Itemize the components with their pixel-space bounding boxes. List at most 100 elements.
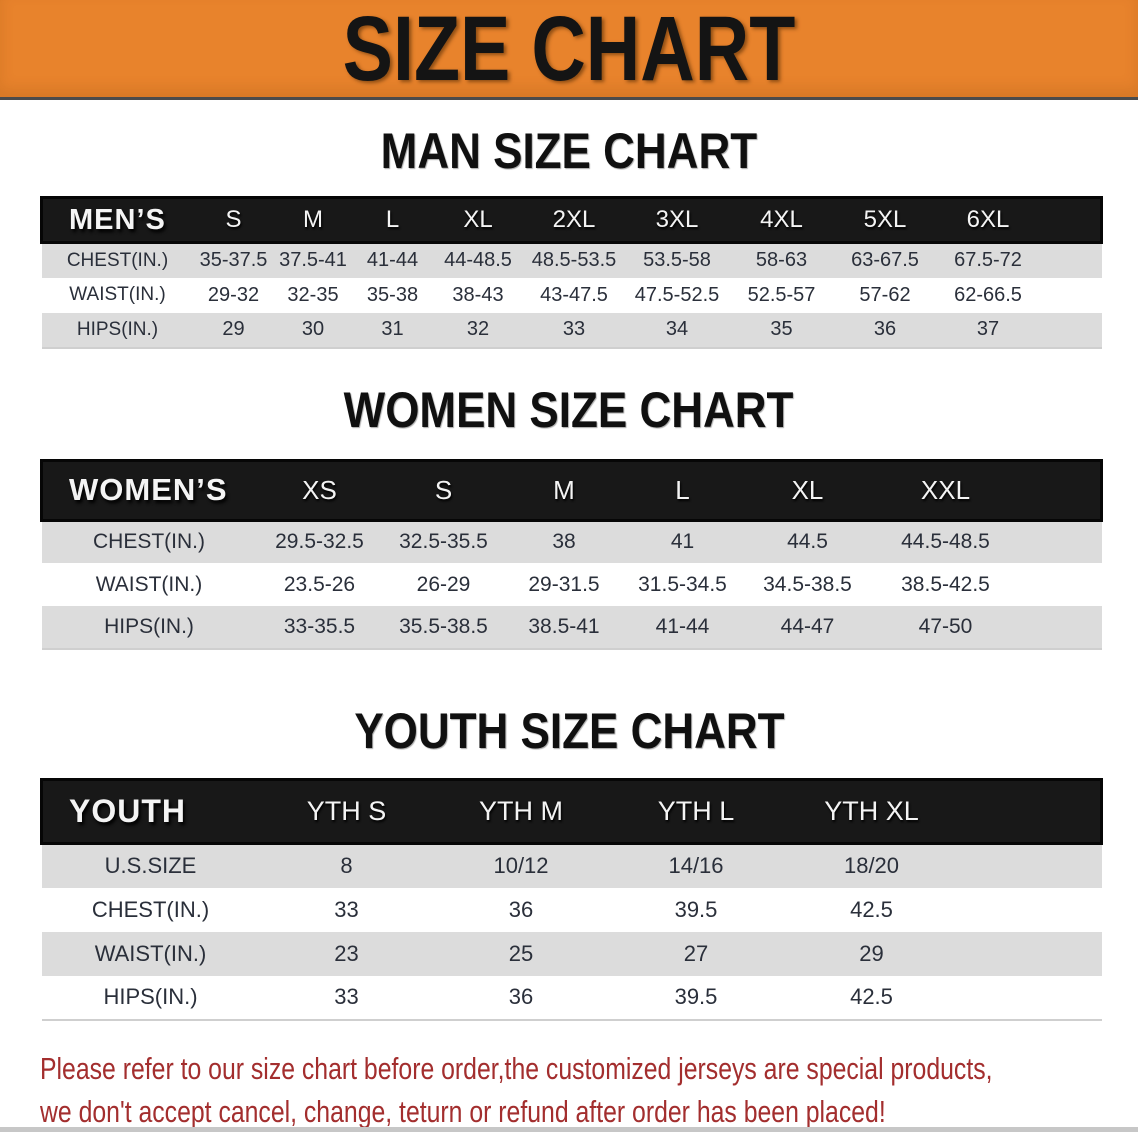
size-column-header: 3XL	[624, 196, 730, 244]
size-value-cell: 30	[301, 318, 325, 340]
table-row: HIPS(IN.) 29 30 31 32 33 34 35 36 37	[41, 312, 1102, 348]
size-value-cell: 48.5-53.5	[531, 249, 617, 272]
disclaimer-line-1: Please refer to our size chart before or…	[40, 1050, 993, 1086]
size-value-cell: 36	[508, 984, 534, 1009]
size-value-cell: 39.5	[674, 896, 718, 922]
youth-corner-label: YOUTH	[40, 778, 260, 845]
youth-header-row: YOUTH YTH S YTH M YTH L YTH XL	[40, 778, 1103, 845]
women-table: WOMEN’S XS S M L XL XXL CHEST(IN.) 29.5-32.5 32.5…	[40, 458, 1103, 650]
size-column-header: YTH M	[433, 778, 609, 845]
filler-cell	[1040, 243, 1102, 278]
size-value-cell: 44-48.5	[444, 249, 512, 272]
size-value-cell: 8	[340, 853, 353, 879]
women-corner-label: WOMEN’S	[40, 458, 257, 522]
size-column-header: L	[623, 458, 742, 522]
table-row: HIPS(IN.) 33 36 39.5 42.5	[41, 975, 1102, 1020]
size-value-cell: 29	[859, 940, 884, 966]
size-column-header: YTH L	[608, 778, 784, 845]
row-label: HIPS(IN.)	[76, 318, 159, 340]
size-value-cell: 53.5-58	[643, 249, 711, 272]
size-column-header: M	[273, 196, 353, 244]
size-column-header: 4XL	[729, 196, 834, 244]
men-corner-label: MEN’S	[40, 196, 194, 244]
filler-cell	[1017, 458, 1103, 522]
size-value-cell: 34	[665, 318, 689, 340]
size-value-cell: 41-44	[655, 615, 710, 638]
disclaimer-line-2: we don't accept cancel, change, teturn o…	[40, 1093, 886, 1129]
bottom-edge-strip	[0, 1127, 1138, 1132]
size-value-cell: 33	[334, 984, 359, 1009]
size-value-cell: 26-29	[416, 572, 471, 596]
table-row: WAIST(IN.) 29-32 32-35 35-38 38-43 43-47.5 47.…	[41, 277, 1102, 313]
size-value-cell: 36	[508, 896, 534, 922]
table-row: CHEST(IN.) 35-37.5 37.5-41 41-44 44-48.5 48.5…	[41, 242, 1102, 278]
row-label: WAIST(IN.)	[94, 940, 207, 966]
row-label: CHEST(IN.)	[66, 249, 169, 271]
size-value-cell: 29	[222, 318, 245, 340]
size-value-cell: 29.5-32.5	[275, 530, 364, 554]
size-value-cell: 10/12	[493, 853, 549, 879]
size-value-cell: 38-43	[452, 283, 504, 306]
banner-title: SIZE CHART	[342, 0, 796, 100]
size-value-cell: 29-31.5	[528, 572, 600, 596]
table-row: CHEST(IN.) 33 36 39.5 42.5	[41, 887, 1102, 932]
size-value-cell: 35-38	[366, 283, 419, 306]
size-column-header: L	[352, 196, 433, 244]
row-label: CHEST(IN.)	[93, 530, 205, 554]
size-value-cell: 47.5-52.5	[634, 283, 720, 306]
filler-cell	[960, 976, 1102, 1020]
size-value-cell: 58-63	[755, 249, 808, 272]
size-value-cell: 67.5-72	[954, 249, 1022, 272]
row-label: WAIST(IN.)	[69, 284, 166, 305]
size-value-cell: 31	[381, 318, 404, 340]
size-value-cell: 44.5-48.5	[901, 530, 990, 554]
youth-size-table: YOUTH YTH S YTH M YTH L YTH XL U.S.SIZE 8 10/12…	[0, 778, 1138, 1021]
women-section-heading: WOMEN SIZE CHART	[0, 385, 1138, 435]
size-value-cell: 18/20	[843, 853, 900, 879]
man-section-heading: MAN SIZE CHART	[0, 126, 1138, 176]
men-header-row: MEN’S S M L XL 2XL 3XL 4XL 5XL 6XL	[40, 196, 1103, 244]
filler-cell	[1018, 606, 1102, 649]
size-value-cell: 35-37.5	[199, 249, 268, 272]
filler-cell	[1040, 313, 1102, 348]
size-value-cell: 38.5-41	[528, 615, 600, 638]
filler-cell	[960, 932, 1102, 976]
filler-cell	[1018, 563, 1102, 606]
size-value-cell: 31.5-34.5	[638, 572, 727, 596]
size-value-cell: 33	[334, 896, 359, 922]
youth-section-heading: YOUTH SIZE CHART	[0, 706, 1138, 756]
size-value-cell: 34.5-38.5	[763, 572, 852, 596]
table-row: HIPS(IN.) 33-35.5 35.5-38.5 38.5-41 41-44 44-…	[41, 606, 1102, 649]
table-row: U.S.SIZE 8 10/12 14/16 18/20	[41, 843, 1102, 888]
size-column-header: XL	[432, 196, 524, 244]
size-value-cell: 52.5-57	[747, 283, 816, 306]
men-size-table: MEN’S S M L XL 2XL 3XL 4XL 5XL 6XL CHEST(IN.) 35-37…	[0, 196, 1138, 349]
size-value-cell: 42.5	[850, 896, 893, 922]
row-label: HIPS(IN.)	[103, 984, 198, 1009]
size-value-cell: 37	[976, 318, 1000, 340]
filler-cell	[960, 844, 1102, 888]
size-value-cell: 33-35.5	[283, 615, 356, 638]
size-value-cell: 33	[562, 318, 586, 340]
table-row: WAIST(IN.) 23 25 27 29	[41, 931, 1102, 976]
size-value-cell: 23.5-26	[283, 572, 356, 596]
size-value-cell: 41	[670, 530, 695, 554]
man-section-heading-text: MAN SIZE CHART	[380, 123, 758, 179]
size-value-cell: 44.5	[787, 530, 828, 554]
row-label: HIPS(IN.)	[104, 615, 194, 638]
row-label: U.S.SIZE	[104, 853, 197, 879]
size-value-cell: 41-44	[366, 249, 419, 272]
size-column-header: S	[382, 458, 505, 522]
filler-cell	[1018, 520, 1102, 563]
size-column-header: 5XL	[833, 196, 937, 244]
row-label: WAIST(IN.)	[95, 572, 203, 596]
size-column-header: M	[504, 458, 624, 522]
size-value-cell: 38.5-42.5	[901, 572, 990, 596]
size-value-cell: 38	[552, 530, 576, 554]
size-value-cell: 36	[873, 318, 897, 340]
size-value-cell: 32-35	[287, 283, 339, 306]
size-value-cell: 32.5-35.5	[399, 530, 488, 554]
size-value-cell: 35	[770, 318, 793, 340]
filler-cell	[1040, 278, 1102, 313]
size-value-cell: 25	[508, 940, 534, 966]
